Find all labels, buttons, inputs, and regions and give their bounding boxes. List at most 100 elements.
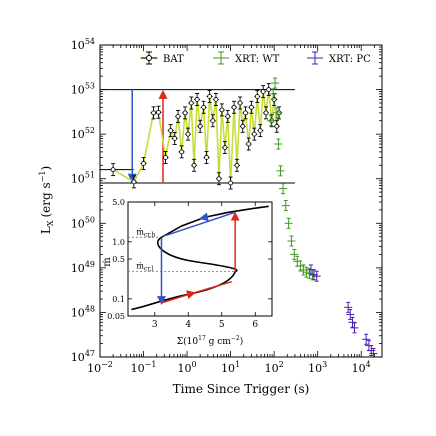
data-point	[140, 157, 147, 170]
data-point	[271, 77, 280, 89]
series-xrt-wt	[267, 77, 317, 281]
data-point	[279, 183, 288, 195]
data-point	[245, 137, 252, 151]
legend-item-xrt-wt: XRT: WT	[213, 51, 280, 65]
data-point	[221, 141, 228, 155]
inset-blue-arrowhead	[199, 212, 209, 222]
x-tick-label: 100	[178, 360, 197, 375]
x-tick-label: 103	[308, 360, 327, 375]
data-layer	[100, 77, 378, 357]
data-point	[362, 333, 371, 345]
point-marker	[213, 97, 219, 102]
data-point	[231, 100, 238, 114]
data-point	[212, 93, 219, 106]
data-point	[215, 172, 222, 186]
point-marker	[210, 118, 216, 124]
data-point	[224, 109, 231, 123]
legend-item-bat: BAT	[140, 51, 184, 65]
point-marker	[274, 123, 280, 129]
point-marker	[260, 89, 266, 95]
data-point	[248, 100, 255, 114]
data-point	[260, 85, 267, 99]
x-tick-label: 102	[265, 360, 284, 375]
data-point	[348, 316, 357, 328]
inset-x-tick-label: 4	[185, 320, 191, 330]
data-point	[350, 322, 359, 334]
point-marker	[188, 100, 194, 106]
data-point	[188, 96, 195, 110]
data-point	[191, 158, 198, 172]
data-point	[197, 119, 204, 133]
point-marker	[263, 110, 269, 116]
point-marker	[266, 87, 272, 92]
inset-x-tick-label: 6	[252, 320, 258, 330]
point-marker	[207, 94, 213, 99]
point-marker	[228, 180, 234, 186]
data-point	[178, 145, 185, 159]
point-marker	[194, 97, 200, 102]
data-point	[171, 132, 178, 145]
legend-label-bat: BAT	[163, 54, 184, 65]
inset-y-axis-label: ṁ	[102, 257, 113, 267]
data-point	[110, 163, 117, 177]
data-point	[194, 93, 201, 106]
data-point	[182, 106, 189, 120]
y-tick-label: 1054	[71, 37, 95, 52]
point-marker	[225, 114, 231, 119]
point-marker	[216, 176, 222, 182]
point-marker	[185, 131, 191, 137]
data-point	[184, 127, 191, 141]
data-point	[206, 90, 213, 103]
data-point	[251, 127, 258, 141]
inset-y-tick-label: 0.1	[112, 295, 125, 304]
inset-y-tick-label: 5.0	[112, 198, 125, 207]
inset-y-tick-label: 0.05	[107, 312, 125, 321]
data-point	[227, 176, 234, 190]
data-point	[312, 270, 321, 282]
data-point	[242, 106, 249, 120]
legend-marker-xrt-pc	[307, 51, 323, 65]
inset-x-axis-label: Σ(1017 g cm−2)	[177, 335, 243, 347]
data-point	[239, 119, 246, 133]
point-marker	[191, 162, 197, 168]
inset-y-tick-label: 0.5	[112, 255, 125, 264]
inset-y-tick-label: 1.0	[112, 238, 125, 247]
series-xrt-pc	[306, 264, 378, 357]
legend: BAT XRT: WT XRT: PC	[140, 51, 371, 65]
plot-frame	[99, 44, 383, 358]
point-marker	[240, 123, 246, 129]
point-marker	[172, 136, 178, 141]
data-point	[271, 93, 278, 106]
point-marker	[175, 114, 181, 119]
point-marker	[231, 104, 237, 110]
data-point	[269, 88, 278, 100]
data-point	[200, 100, 207, 114]
data-point	[272, 107, 281, 119]
x-tick-label: 104	[352, 360, 371, 375]
legend-item-xrt-pc: XRT: PC	[307, 51, 371, 65]
data-point	[273, 119, 280, 133]
data-point	[309, 269, 318, 281]
data-point	[167, 124, 174, 138]
data-point	[263, 106, 270, 120]
data-point	[233, 158, 240, 172]
data-point	[203, 150, 210, 164]
data-point	[130, 175, 137, 189]
point-marker	[254, 94, 260, 99]
series-bat	[110, 83, 283, 190]
y-tick-label: 1049	[71, 260, 95, 275]
point-marker	[237, 100, 243, 106]
point-marker	[163, 155, 168, 160]
point-marker	[197, 123, 203, 129]
point-marker	[182, 110, 188, 116]
data-point	[274, 138, 283, 150]
main-plot: 10−2 10−1 100 101 102 103 104 1047 1048 1049 1050 1…	[71, 37, 383, 375]
legend-marker-bat	[140, 51, 158, 65]
inset-label-mdot-crl: ṁcr,l	[136, 262, 153, 273]
legend-marker-xrt-wt	[213, 51, 229, 65]
data-point	[287, 235, 296, 247]
data-point	[281, 200, 290, 212]
inset-x-tick-label: 5	[219, 320, 225, 330]
point-marker	[201, 104, 207, 110]
x-tick-label: 10−1	[131, 360, 157, 375]
